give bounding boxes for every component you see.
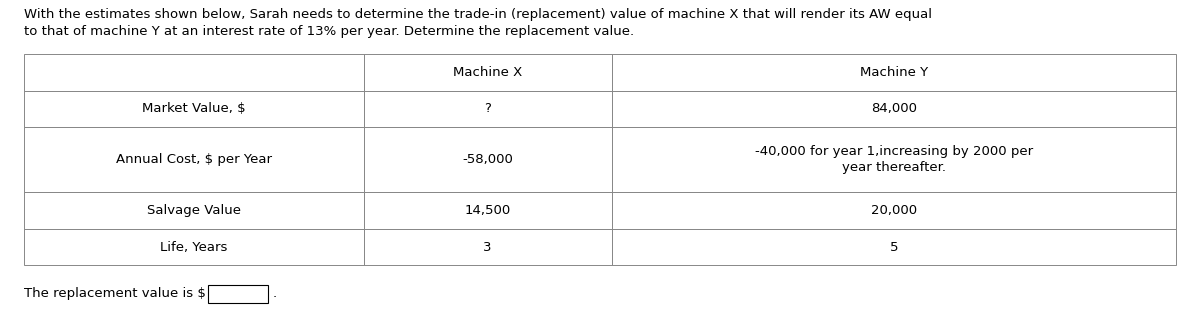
Text: 14,500: 14,500 (464, 204, 511, 217)
Bar (24, 192, 364, 228)
Text: -58,000: -58,000 (462, 153, 514, 166)
Text: Annual Cost, $ per Year: Annual Cost, $ per Year (116, 153, 272, 166)
Bar (24, 91, 364, 127)
Bar (24, 54, 364, 91)
Bar (364, 54, 612, 91)
Bar (24, 228, 364, 265)
Text: Life, Years: Life, Years (161, 240, 228, 253)
Bar (364, 192, 612, 228)
Text: 84,000: 84,000 (871, 102, 917, 115)
Bar (364, 91, 612, 127)
Text: ?: ? (485, 102, 491, 115)
Bar (612, 54, 1176, 91)
Bar (612, 192, 1176, 228)
Text: .: . (272, 287, 276, 301)
Text: With the estimates shown below, Sarah needs to determine the trade-in (replaceme: With the estimates shown below, Sarah ne… (24, 8, 932, 38)
Text: Market Value, $: Market Value, $ (142, 102, 246, 115)
Bar (208, 285, 268, 303)
Text: 3: 3 (484, 240, 492, 253)
Bar (612, 127, 1176, 192)
Bar (24, 127, 364, 192)
Text: Machine X: Machine X (454, 66, 522, 79)
Text: The replacement value is $: The replacement value is $ (24, 287, 206, 301)
Text: 20,000: 20,000 (871, 204, 917, 217)
Text: 5: 5 (889, 240, 898, 253)
Bar (612, 91, 1176, 127)
Text: -40,000 for year 1,increasing by 2000 per
year thereafter.: -40,000 for year 1,increasing by 2000 pe… (755, 145, 1033, 174)
Bar (364, 228, 612, 265)
Bar (364, 127, 612, 192)
Bar (612, 228, 1176, 265)
Text: Salvage Value: Salvage Value (146, 204, 241, 217)
Text: Machine Y: Machine Y (859, 66, 928, 79)
